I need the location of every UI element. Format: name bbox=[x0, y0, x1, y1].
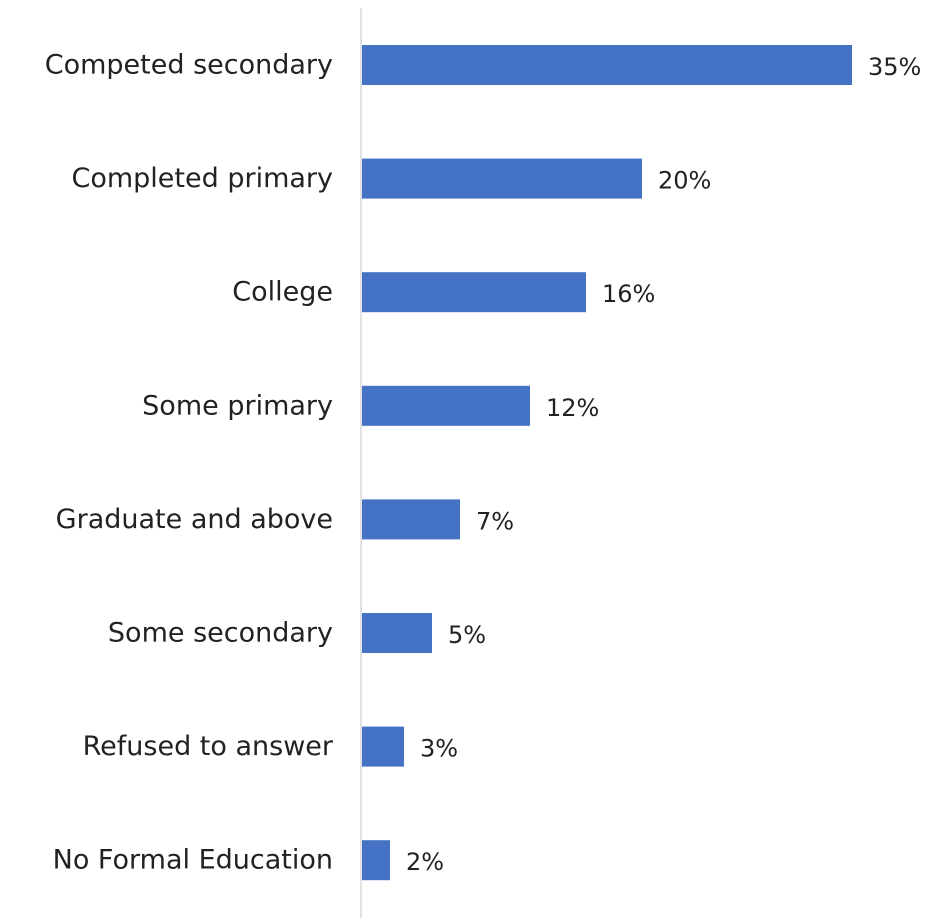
value-labels-group: 35% 20% 16% 12% 7% 5% 3% 2% bbox=[406, 53, 921, 876]
category-label-college: College bbox=[232, 277, 333, 308]
category-label-some-secondary: Some secondary bbox=[108, 618, 333, 649]
bar-some-primary bbox=[362, 385, 530, 426]
value-label-some-secondary: 5% bbox=[448, 621, 486, 649]
category-labels-group: Competed secondary Completed primary Colle… bbox=[45, 50, 334, 876]
bar-competed-secondary bbox=[362, 45, 852, 85]
bar-some-secondary bbox=[362, 613, 432, 653]
category-label-refused-to-answer: Refused to answer bbox=[83, 731, 334, 762]
bars-group bbox=[362, 45, 852, 881]
bar-graduate-and-above bbox=[362, 499, 460, 540]
value-label-college: 16% bbox=[602, 280, 655, 308]
category-label-no-formal-education: No Formal Education bbox=[53, 845, 333, 876]
value-label-refused-to-answer: 3% bbox=[420, 735, 458, 763]
value-label-completed-primary: 20% bbox=[658, 167, 711, 195]
bar-no-formal-education bbox=[362, 840, 390, 881]
value-label-no-formal-education: 2% bbox=[406, 848, 444, 876]
value-label-some-primary: 12% bbox=[546, 394, 599, 422]
bar-completed-primary bbox=[362, 158, 642, 199]
category-label-competed-secondary: Competed secondary bbox=[45, 50, 333, 81]
category-label-graduate-and-above: Graduate and above bbox=[56, 504, 333, 535]
bar-college bbox=[362, 272, 586, 313]
bar-refused-to-answer bbox=[362, 726, 404, 767]
category-label-completed-primary: Completed primary bbox=[71, 163, 333, 194]
value-label-graduate-and-above: 7% bbox=[476, 507, 514, 535]
value-label-competed-secondary: 35% bbox=[868, 53, 921, 81]
category-label-some-primary: Some primary bbox=[142, 390, 333, 421]
